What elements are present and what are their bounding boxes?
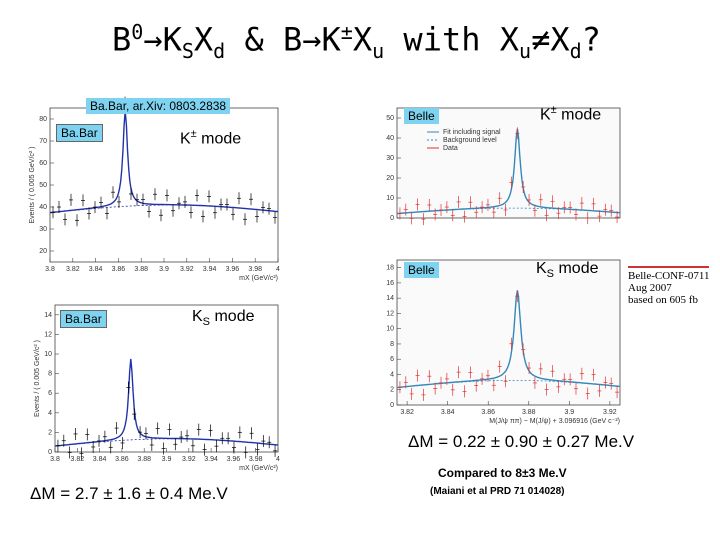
x-axis-label: M(J/ψ ππ) − M(J/ψ) + 3.096916 (GeV c⁻²) bbox=[489, 418, 620, 425]
y-tick-label: 6 bbox=[48, 390, 52, 397]
x-tick-label: 3.86 bbox=[481, 409, 495, 416]
x-tick-label: 3.82 bbox=[400, 409, 414, 416]
belle-note: Belle-CONF-0711 Aug 2007 based on 605 fb bbox=[628, 266, 710, 306]
y-axis-label: Events / ( 0.005 GeV/c² ) bbox=[34, 340, 41, 417]
mode-label: KS mode bbox=[192, 308, 255, 329]
x-tick-label: 4 bbox=[276, 456, 280, 463]
y-tick-label: 0 bbox=[390, 402, 394, 409]
fit-curve bbox=[54, 358, 279, 447]
x-tick-label: 3.88 bbox=[134, 266, 148, 273]
fit-curve bbox=[49, 110, 279, 214]
plot-frame bbox=[396, 107, 621, 219]
y-tick-label: 2 bbox=[48, 429, 52, 436]
x-axis-label: mX (GeV/c²) bbox=[239, 275, 278, 282]
y-tick-label: 0 bbox=[48, 449, 52, 456]
fit-curve bbox=[396, 290, 621, 389]
x-tick-label: 4 bbox=[276, 266, 280, 273]
y-tick-label: 10 bbox=[386, 326, 394, 333]
y-tick-label: 8 bbox=[48, 371, 52, 378]
x-tick-label: 3.86 bbox=[112, 266, 126, 273]
x-axis-label: mX (GeV/c²) bbox=[239, 465, 278, 472]
legend-label: Background level bbox=[443, 137, 497, 144]
mode-label: K± mode bbox=[540, 104, 602, 124]
y-tick-label: 30 bbox=[39, 226, 47, 233]
x-tick-label: 3.86 bbox=[115, 456, 129, 463]
x-tick-label: 3.88 bbox=[522, 409, 536, 416]
mode-label: KS mode bbox=[536, 260, 599, 281]
x-tick-label: 3.98 bbox=[249, 456, 263, 463]
y-tick-label: 20 bbox=[39, 248, 47, 255]
note-line: Belle-CONF-0711 bbox=[628, 270, 710, 282]
mode-label: K± mode bbox=[180, 128, 242, 148]
y-tick-label: 4 bbox=[48, 410, 52, 417]
y-tick-label: 16 bbox=[386, 280, 394, 287]
y-tick-label: 4 bbox=[390, 371, 394, 378]
x-tick-label: 3.88 bbox=[137, 456, 151, 463]
slide-title: B0→KSXd & B→K±Xu with Xu≠Xd? bbox=[112, 20, 601, 64]
x-tick-label: 3.92 bbox=[182, 456, 196, 463]
x-tick-label: 3.94 bbox=[203, 266, 217, 273]
y-tick-label: 70 bbox=[39, 138, 47, 145]
x-tick-label: 3.92 bbox=[180, 266, 194, 273]
y-tick-label: 10 bbox=[44, 351, 52, 358]
y-tick-label: 14 bbox=[44, 312, 52, 319]
y-tick-label: 0 bbox=[390, 215, 394, 222]
x-tick-label: 3.84 bbox=[441, 409, 455, 416]
x-tick-label: 3.9 bbox=[162, 456, 172, 463]
x-tick-label: 3.9 bbox=[564, 409, 574, 416]
x-tick-label: 3.82 bbox=[66, 266, 80, 273]
x-tick-label: 3.98 bbox=[248, 266, 262, 273]
reference: (Maiani et al PRD 71 014028) bbox=[430, 486, 565, 497]
x-tick-label: 3.8 bbox=[50, 456, 60, 463]
x-tick-label: 3.96 bbox=[226, 266, 240, 273]
y-tick-label: 10 bbox=[386, 195, 394, 202]
x-tick-label: 3.92 bbox=[603, 409, 617, 416]
y-tick-label: 6 bbox=[390, 356, 394, 363]
plot-frame bbox=[396, 259, 621, 406]
plot-frame bbox=[54, 304, 279, 453]
legend-label: Fit including signal bbox=[443, 129, 501, 136]
citation: Ba.Bar, ar.Xiv: 0803.2838 bbox=[86, 98, 231, 114]
x-tick-label: 3.9 bbox=[159, 266, 169, 273]
experiment-tag: Ba.Bar bbox=[60, 310, 107, 328]
comparison: Compared to 8±3 Me.V bbox=[438, 466, 567, 480]
y-tick-label: 20 bbox=[386, 175, 394, 182]
y-tick-label: 80 bbox=[39, 116, 47, 123]
y-tick-label: 60 bbox=[39, 160, 47, 167]
x-tick-label: 3.84 bbox=[89, 266, 103, 273]
y-tick-label: 12 bbox=[44, 331, 52, 338]
y-tick-label: 30 bbox=[386, 155, 394, 162]
x-tick-label: 3.94 bbox=[204, 456, 218, 463]
x-tick-label: 3.84 bbox=[93, 456, 107, 463]
experiment-tag: Ba.Bar bbox=[56, 124, 103, 142]
fit-curve bbox=[397, 128, 620, 215]
babar-result: ΔM = 2.7 ± 1.6 ± 0.4 Me.V bbox=[30, 484, 228, 503]
y-tick-label: 40 bbox=[39, 204, 47, 211]
y-axis-label: Events / ( 0.005 GeV/c² ) bbox=[29, 146, 36, 223]
y-tick-label: 14 bbox=[386, 295, 394, 302]
y-tick-label: 50 bbox=[386, 115, 394, 122]
y-tick-label: 8 bbox=[390, 341, 394, 348]
y-tick-label: 18 bbox=[386, 265, 394, 272]
x-tick-label: 3.82 bbox=[70, 456, 84, 463]
note-line: based on 605 fb bbox=[628, 294, 698, 306]
belle-result: ΔM = 0.22 ± 0.90 ± 0.27 Me.V bbox=[408, 432, 635, 451]
y-tick-label: 12 bbox=[386, 310, 394, 317]
y-tick-label: 40 bbox=[386, 135, 394, 142]
y-tick-label: 2 bbox=[390, 387, 394, 394]
y-tick-label: 50 bbox=[39, 182, 47, 189]
experiment-tag: Belle bbox=[404, 108, 439, 124]
experiment-tag: Belle bbox=[404, 262, 439, 278]
legend-label: Data bbox=[443, 145, 458, 152]
note-line: Aug 2007 bbox=[628, 282, 672, 294]
x-tick-label: 3.96 bbox=[227, 456, 241, 463]
x-tick-label: 3.8 bbox=[45, 266, 55, 273]
